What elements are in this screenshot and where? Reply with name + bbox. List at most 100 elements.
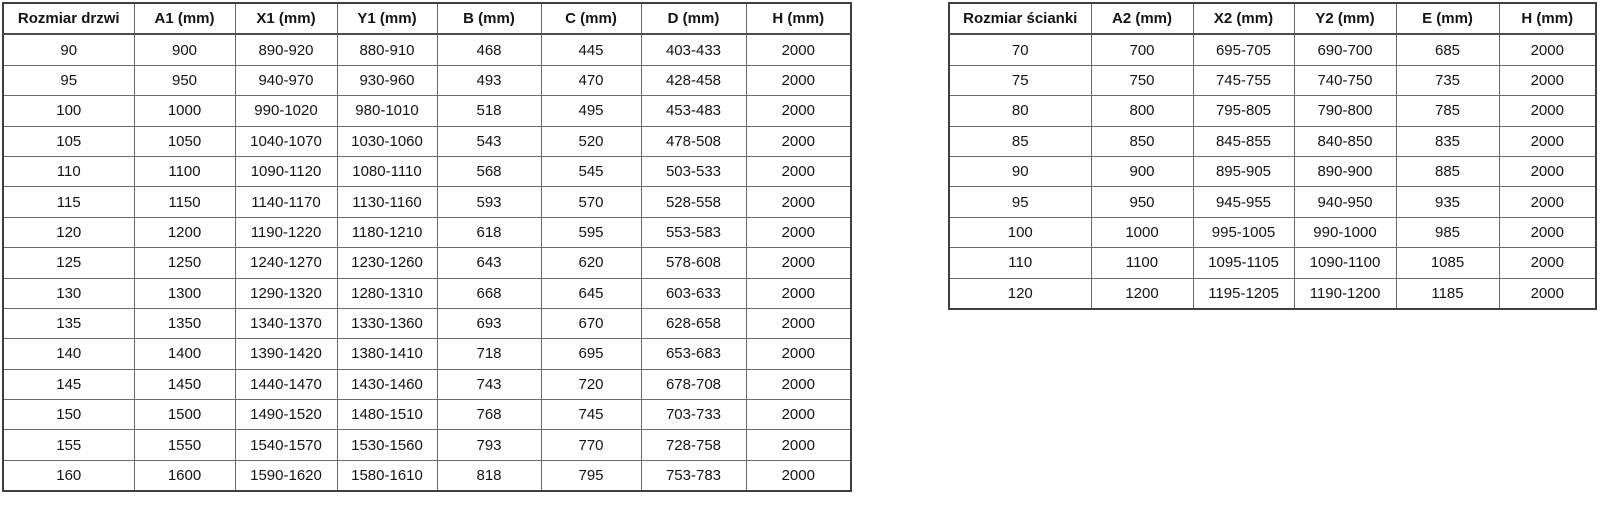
table-cell: 745 — [540, 399, 642, 431]
table-cell: 1080-1110 — [336, 155, 438, 188]
table-cell: 570 — [540, 186, 642, 218]
table-cell: 100 — [2, 95, 135, 127]
table-cell: 1000 — [1090, 216, 1194, 249]
table-cell: 1200 — [133, 216, 236, 249]
table-cell: 1030-1060 — [336, 125, 438, 157]
table-cell: 503-533 — [640, 155, 747, 188]
table-cell: 880-910 — [336, 33, 438, 66]
table-cell: 945-955 — [1192, 186, 1295, 218]
table-cell: 1330-1360 — [336, 307, 438, 340]
table-cell: 940-950 — [1293, 186, 1397, 218]
table-row: 95 950 945-955 940-950 935 2000 — [948, 186, 1597, 218]
table-cell: 743 — [436, 368, 542, 401]
table-cell: 695-705 — [1192, 33, 1295, 66]
table-cell: 950 — [1090, 186, 1194, 218]
table-cell: 685 — [1395, 33, 1500, 66]
table-cell: 703-733 — [640, 399, 747, 431]
table-cell: 1290-1320 — [234, 277, 338, 309]
table-cell: 70 — [948, 33, 1092, 66]
table-cell: 645 — [540, 277, 642, 309]
table-cell: 120 — [948, 277, 1092, 310]
table-cell: 568 — [436, 155, 542, 188]
table-cell: 2000 — [745, 429, 852, 461]
table-cell: 135 — [2, 307, 135, 340]
table-cell: 2000 — [745, 125, 852, 157]
table-row: 140 1400 1390-1420 1380-1410 718 695 653-683 20… — [2, 338, 852, 370]
table-cell: 520 — [540, 125, 642, 157]
table-cell: 1180-1210 — [336, 216, 438, 249]
table-cell: 495 — [540, 95, 642, 127]
table-cell: 690-700 — [1293, 33, 1397, 66]
table-cell: 940-970 — [234, 64, 338, 97]
header-cell: Y1 (mm) — [336, 2, 438, 36]
table-row: 90 900 890-920 880-910 468 445 403-433 2000 — [2, 33, 852, 66]
table-cell: 1340-1370 — [234, 307, 338, 340]
table-cell: 2000 — [1498, 277, 1597, 310]
table-cell: 990-1020 — [234, 95, 338, 127]
table-cell: 835 — [1395, 125, 1500, 157]
table-row: 120 1200 1195-1205 1190-1200 1185 2000 — [948, 277, 1597, 310]
table-cell: 85 — [948, 125, 1092, 157]
table-row: 75 750 745-755 740-750 735 2000 — [948, 64, 1597, 97]
table-cell: 595 — [540, 216, 642, 249]
table-cell: 553-583 — [640, 216, 747, 249]
table-cell: 1040-1070 — [234, 125, 338, 157]
table-cell: 1195-1205 — [1192, 277, 1295, 310]
table-cell: 1190-1220 — [234, 216, 338, 249]
table-cell: 2000 — [745, 186, 852, 218]
table-cell: 2000 — [745, 64, 852, 97]
table-cell: 1590-1620 — [234, 459, 338, 492]
table-cell: 753-783 — [640, 459, 747, 492]
table-row: 125 1250 1240-1270 1230-1260 643 620 578-608 20… — [2, 247, 852, 279]
table-cell: 478-508 — [640, 125, 747, 157]
table-cell: 453-483 — [640, 95, 747, 127]
table-cell: 1200 — [1090, 277, 1194, 310]
table-cell: 670 — [540, 307, 642, 340]
table-cell: 930-960 — [336, 64, 438, 97]
table-cell: 1190-1200 — [1293, 277, 1397, 310]
table-cell: 2000 — [745, 95, 852, 127]
table-cell: 2000 — [1498, 247, 1597, 279]
table-cell: 785 — [1395, 95, 1500, 127]
table-cell: 1480-1510 — [336, 399, 438, 431]
table-cell: 468 — [436, 33, 542, 66]
table-cell: 890-900 — [1293, 155, 1397, 188]
table-cell: 593 — [436, 186, 542, 218]
table-row: 100 1000 995-1005 990-1000 985 2000 — [948, 216, 1597, 249]
table-cell: 1540-1570 — [234, 429, 338, 461]
table-cell: 1550 — [133, 429, 236, 461]
table-cell: 2000 — [1498, 186, 1597, 218]
table-cell: 125 — [2, 247, 135, 279]
table-cell: 160 — [2, 459, 135, 492]
table-cell: 700 — [1090, 33, 1194, 66]
table-cell: 528-558 — [640, 186, 747, 218]
table-cell: 1150 — [133, 186, 236, 218]
header-cell: Rozmiar ścianki — [948, 2, 1092, 36]
table-cell: 1390-1420 — [234, 338, 338, 370]
table-cell: 2000 — [745, 399, 852, 431]
table-cell: 603-633 — [640, 277, 747, 309]
header-cell: X1 (mm) — [234, 2, 338, 36]
table-cell: 845-855 — [1192, 125, 1295, 157]
header-cell: D (mm) — [640, 2, 747, 36]
table-row: 115 1150 1140-1170 1130-1160 593 570 528-558 20… — [2, 186, 852, 218]
table-cell: 120 — [2, 216, 135, 249]
table-cell: 145 — [2, 368, 135, 401]
table-row: 135 1350 1340-1370 1330-1360 693 670 628-658 20… — [2, 307, 852, 340]
table-cell: 695 — [540, 338, 642, 370]
table-cell: 890-920 — [234, 33, 338, 66]
table-cell: 75 — [948, 64, 1092, 97]
header-cell: B (mm) — [436, 2, 542, 36]
table-cell: 840-850 — [1293, 125, 1397, 157]
header-cell: H (mm) — [745, 2, 852, 36]
table-cell: 403-433 — [640, 33, 747, 66]
table-cell: 980-1010 — [336, 95, 438, 127]
table-cell: 995-1005 — [1192, 216, 1295, 249]
table-cell: 2000 — [745, 155, 852, 188]
header-cell: A2 (mm) — [1090, 2, 1194, 36]
table-cell: 1140-1170 — [234, 186, 338, 218]
table-cell: 1100 — [133, 155, 236, 188]
table-cell: 935 — [1395, 186, 1500, 218]
table-cell: 790-800 — [1293, 95, 1397, 127]
